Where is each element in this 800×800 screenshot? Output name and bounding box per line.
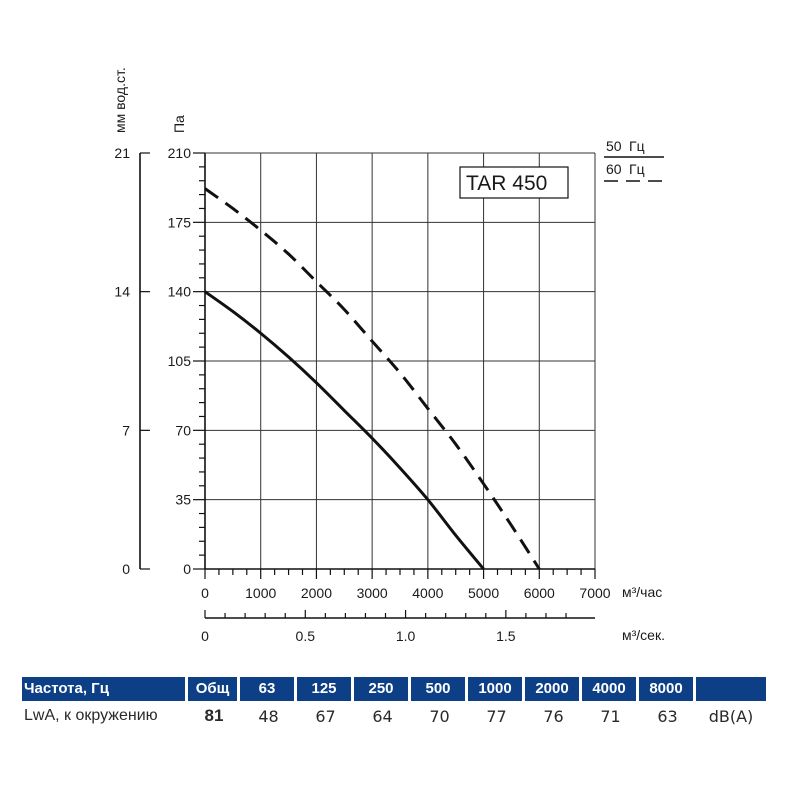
x-tick-label: 5000 [468, 585, 499, 601]
legend-50-unit: Гц [629, 138, 645, 154]
x-tick-label: 2000 [301, 585, 332, 601]
noise-table-header: Частота, Гц Общ 63 125 250 500 1000 2000… [22, 677, 766, 701]
noise-table: Частота, Гц Общ 63 125 250 500 1000 2000… [22, 677, 766, 731]
x-tick-label: 7000 [579, 585, 610, 601]
lwa-value-125: 67 [315, 706, 336, 726]
freq-header-63: 63 [240, 677, 297, 701]
lwa-value-2000: 76 [543, 706, 564, 726]
legend-60-unit: Гц [629, 161, 645, 177]
curves [204, 187, 541, 570]
legend: 50 Гц 60 Гц [604, 138, 664, 182]
legend-60-value: 60 [606, 161, 622, 177]
x2-axis-label: м³/сек. [622, 627, 665, 643]
curve-50hz [204, 290, 485, 570]
unit-label: dB(A) [708, 706, 754, 726]
frequency-header-label: Частота, Гц [22, 677, 188, 701]
y-tick-label: 0 [183, 561, 191, 577]
y-tick-label: 105 [168, 353, 192, 369]
x2-tick-label: 0.5 [296, 628, 316, 644]
y-tick-label: 70 [175, 422, 191, 438]
lwa-value-63: 48 [258, 706, 279, 726]
grid [205, 152, 596, 569]
y-axis-label: Па [171, 115, 187, 133]
noise-table-row: LwA, к окружению 81 48 67 64 70 77 76 71… [22, 701, 766, 731]
y-tick-label: 35 [175, 492, 191, 508]
lwa-value-250: 64 [372, 706, 393, 726]
x2-tick-label: 1.5 [496, 628, 516, 644]
x-tick-label: 1000 [245, 585, 276, 601]
x-tick-label: 6000 [524, 585, 555, 601]
legend-50-value: 50 [606, 138, 622, 154]
lwa-value-500: 70 [429, 706, 450, 726]
freq-header-2000: 2000 [525, 677, 582, 701]
freq-header-4000: 4000 [582, 677, 639, 701]
total-header: Общ [188, 677, 240, 701]
unit-header-blank [696, 677, 766, 701]
lwa-row-label: LwA, к окружению [24, 707, 158, 724]
y2-tick-label: 21 [114, 145, 130, 161]
title-box [459, 166, 569, 199]
chart-title: TAR 450 [466, 172, 547, 195]
lwa-value-4000: 71 [600, 706, 621, 726]
x-axis-label: м³/час [622, 584, 662, 600]
y2-axis-label: мм вод.ст. [112, 67, 128, 133]
y2-tick-label: 14 [114, 284, 130, 300]
y2-tick-label: 7 [122, 422, 130, 438]
curve-60hz [204, 187, 541, 570]
y-tick-label: 210 [168, 145, 192, 161]
lwa-value-8000: 63 [657, 706, 678, 726]
freq-header-125: 125 [297, 677, 354, 701]
freq-header-8000: 8000 [639, 677, 696, 701]
freq-header-500: 500 [411, 677, 468, 701]
lwa-value-1000: 77 [486, 706, 507, 726]
x2-tick-label: 1.0 [396, 628, 416, 644]
y-tick-label: 175 [168, 214, 192, 230]
freq-header-250: 250 [354, 677, 411, 701]
y2-tick-label: 0 [122, 561, 130, 577]
y-tick-label: 140 [168, 284, 192, 300]
x2-tick-label: 0 [201, 628, 209, 644]
x-tick-label: 3000 [357, 585, 388, 601]
freq-header-1000: 1000 [468, 677, 525, 701]
x-tick-label: 0 [201, 585, 209, 601]
x-tick-label: 4000 [412, 585, 443, 601]
total-value: 81 [204, 706, 224, 725]
